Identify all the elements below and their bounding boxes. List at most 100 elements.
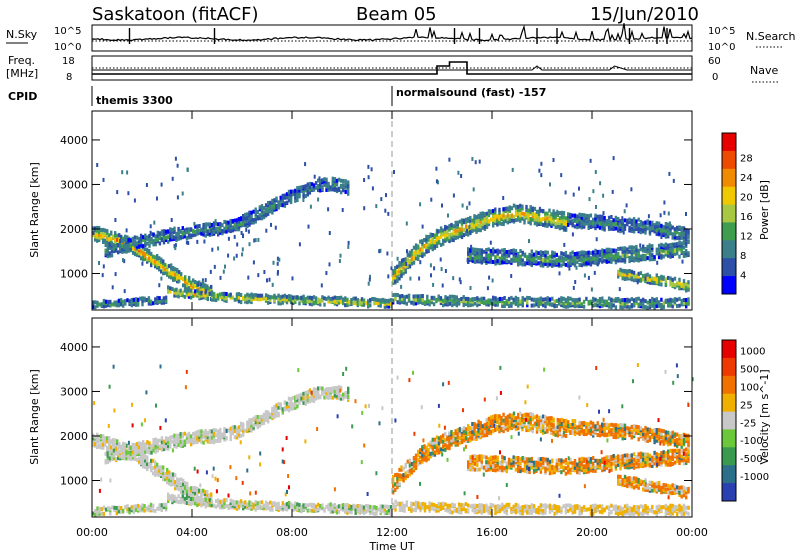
data-cell bbox=[623, 272, 627, 277]
data-cell bbox=[517, 210, 520, 215]
data-cell bbox=[510, 218, 514, 223]
data-cell bbox=[239, 428, 243, 433]
data-cell bbox=[648, 298, 652, 303]
scatter-cell bbox=[590, 287, 593, 292]
data-cell bbox=[546, 257, 549, 262]
data-cell bbox=[281, 407, 284, 412]
data-cell bbox=[181, 441, 184, 446]
nsearch-label: N.Search bbox=[746, 30, 796, 43]
data-cell bbox=[130, 298, 133, 302]
data-cell bbox=[671, 282, 674, 287]
data-cell bbox=[154, 472, 157, 477]
data-cell bbox=[164, 446, 168, 451]
data-cell bbox=[514, 253, 518, 258]
data-cell bbox=[517, 254, 520, 259]
data-cell bbox=[117, 301, 121, 306]
data-cell bbox=[508, 214, 512, 219]
data-cell bbox=[657, 302, 661, 307]
data-cell bbox=[135, 235, 139, 240]
data-cell bbox=[514, 204, 518, 209]
data-cell bbox=[617, 251, 620, 256]
scatter-cell bbox=[187, 241, 190, 245]
data-cell bbox=[167, 492, 170, 497]
data-cell bbox=[492, 260, 495, 264]
scatter-cell bbox=[572, 192, 575, 197]
data-cell bbox=[254, 293, 257, 298]
data-cell bbox=[664, 277, 668, 282]
data-cell bbox=[289, 406, 293, 411]
data-cell bbox=[223, 229, 226, 234]
data-cell bbox=[626, 275, 629, 280]
data-cell bbox=[194, 284, 197, 289]
data-cell bbox=[569, 251, 572, 256]
data-cell bbox=[582, 213, 586, 218]
data-cell bbox=[379, 298, 382, 303]
data-cell bbox=[539, 299, 543, 304]
data-cell bbox=[162, 471, 165, 476]
data-cell bbox=[408, 463, 412, 468]
data-cell bbox=[496, 217, 499, 222]
data-cell bbox=[252, 293, 255, 298]
data-cell bbox=[135, 242, 139, 247]
data-cell bbox=[192, 501, 195, 505]
data-cell bbox=[150, 443, 153, 448]
data-cell bbox=[553, 302, 556, 307]
data-cell bbox=[667, 298, 670, 303]
data-cell bbox=[102, 505, 106, 510]
data-cell bbox=[250, 217, 253, 222]
scatter-cell bbox=[488, 275, 491, 280]
data-cell bbox=[510, 257, 513, 262]
data-cell bbox=[471, 222, 474, 227]
data-cell bbox=[235, 506, 239, 511]
data-cell bbox=[585, 261, 588, 266]
data-cell bbox=[510, 295, 513, 300]
data-cell bbox=[152, 448, 155, 453]
data-cell bbox=[678, 232, 681, 236]
data-cell bbox=[601, 256, 604, 261]
data-cell bbox=[501, 248, 504, 253]
data-cell bbox=[277, 405, 280, 410]
data-cell bbox=[267, 506, 270, 511]
data-cell bbox=[646, 276, 649, 281]
data-cell bbox=[619, 219, 622, 224]
data-cell bbox=[444, 238, 447, 243]
data-cell bbox=[110, 246, 114, 250]
data-cell bbox=[531, 217, 534, 222]
data-cell bbox=[212, 428, 216, 432]
data-cell bbox=[162, 271, 165, 276]
data-cell bbox=[576, 216, 579, 221]
data-cell bbox=[492, 250, 495, 255]
data-cell bbox=[410, 248, 414, 253]
data-cell bbox=[639, 298, 643, 303]
data-cell bbox=[254, 502, 257, 507]
data-cell bbox=[514, 416, 518, 421]
data-cell bbox=[300, 505, 303, 510]
data-cell bbox=[227, 504, 230, 508]
data-cell bbox=[312, 300, 316, 305]
data-cell bbox=[414, 248, 418, 253]
data-cell bbox=[354, 296, 357, 301]
data-cell bbox=[460, 221, 464, 226]
data-cell bbox=[140, 249, 143, 254]
data-cell bbox=[342, 179, 345, 183]
data-cell bbox=[172, 277, 175, 282]
data-cell bbox=[214, 293, 218, 298]
data-cell bbox=[537, 209, 541, 214]
data-cell bbox=[550, 221, 553, 226]
data-cell bbox=[137, 449, 141, 454]
data-cell bbox=[273, 198, 276, 203]
data-cell bbox=[377, 301, 380, 305]
data-cell bbox=[464, 217, 468, 222]
data-cell bbox=[571, 255, 574, 260]
data-cell bbox=[537, 301, 540, 306]
data-cell bbox=[323, 302, 326, 307]
data-cell bbox=[592, 220, 595, 225]
data-cell bbox=[471, 256, 474, 261]
data-cell bbox=[439, 226, 443, 231]
data-cell bbox=[680, 282, 683, 287]
data-cell bbox=[404, 462, 407, 467]
data-cell bbox=[108, 438, 111, 443]
data-cell bbox=[644, 227, 647, 232]
scatter-cell bbox=[409, 276, 412, 281]
data-cell bbox=[464, 435, 468, 440]
